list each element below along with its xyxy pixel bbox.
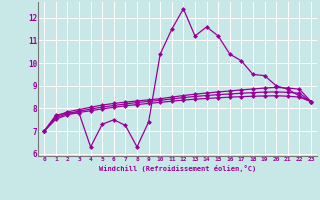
X-axis label: Windchill (Refroidissement éolien,°C): Windchill (Refroidissement éolien,°C) [99,165,256,172]
